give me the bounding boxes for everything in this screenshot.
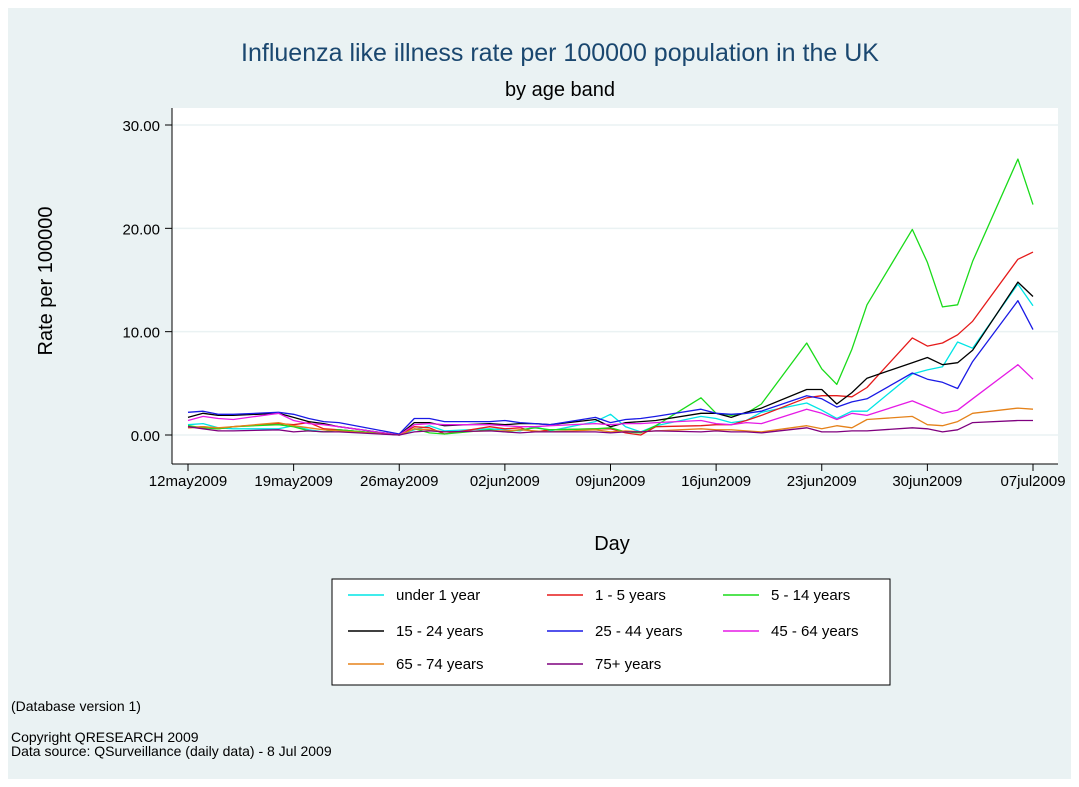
x-tick-label: 07jul2009 — [1000, 473, 1065, 490]
y-tick-label: 20.00 — [122, 221, 160, 238]
gridlines — [172, 124, 1058, 436]
legend-label: 75+ years — [595, 656, 661, 673]
y-tick-label: 30.00 — [122, 118, 160, 135]
legend-label: 15 - 24 years — [396, 623, 484, 640]
plot-area: 0.00 10.00 20.00 30.00 12may2009 19may2009 26… — [122, 108, 1066, 490]
y-axis-ticks: 0.00 10.00 20.00 30.00 — [122, 118, 172, 445]
plot-background — [172, 108, 1058, 464]
copyright-note: Copyright QRESEARCH 2009 — [11, 729, 199, 745]
series-lines — [187, 158, 1034, 436]
database-version-note: (Database version 1) — [11, 698, 141, 714]
legend-label: 65 - 74 years — [396, 656, 484, 673]
x-tick-label: 02jun2009 — [470, 473, 540, 490]
y-tick-label: 10.00 — [122, 325, 160, 342]
legend: under 1 year 15 - 24 years 65 - 74 years 1 … — [331, 578, 891, 686]
x-axis-ticks: 12may2009 19may2009 26may2009 02jun2009 09ju… — [149, 464, 1066, 490]
chart-subtitle: by age band — [505, 79, 615, 101]
legend-box — [331, 578, 891, 686]
legend-label: 25 - 44 years — [595, 623, 683, 640]
line-chart: Influenza like illness rate per 100000 p… — [11, 39, 1066, 759]
series-line — [187, 419, 1033, 436]
x-tick-label: 09jun2009 — [575, 473, 645, 490]
legend-label: 5 - 14 years — [771, 587, 850, 604]
x-tick-label: 26may2009 — [360, 473, 438, 490]
legend-label: 45 - 64 years — [771, 623, 859, 640]
x-axis-label: Day — [594, 533, 630, 555]
legend-label: 1 - 5 years — [595, 587, 666, 604]
y-tick-label: 0.00 — [131, 428, 160, 445]
y-axis-label: Rate per 100000 — [35, 206, 57, 355]
x-tick-label: 19may2009 — [254, 473, 332, 490]
series-line — [187, 300, 1034, 435]
x-tick-label: 16jun2009 — [681, 473, 751, 490]
chart-frame: Influenza like illness rate per 100000 p… — [8, 8, 1071, 779]
x-tick-label: 23jun2009 — [787, 473, 857, 490]
x-tick-label: 30jun2009 — [892, 473, 962, 490]
legend-label: under 1 year — [396, 587, 480, 604]
series-line — [187, 407, 1034, 436]
series-line — [187, 364, 1034, 436]
data-source-note: Data source: QSurveillance (daily data) … — [11, 743, 332, 759]
x-tick-label: 12may2009 — [149, 473, 227, 490]
chart-title: Influenza like illness rate per 100000 p… — [241, 39, 879, 67]
